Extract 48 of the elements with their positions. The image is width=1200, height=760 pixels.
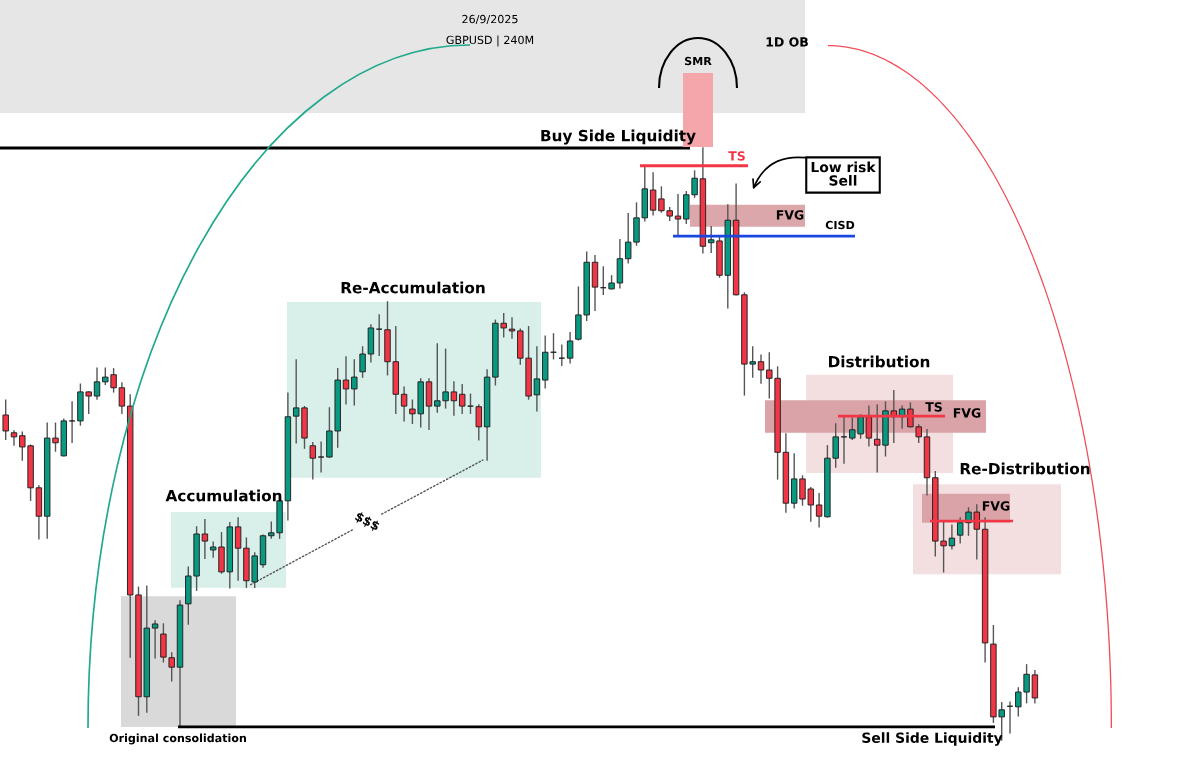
- band-label: Re-Accumulation: [341, 281, 485, 294]
- candlestick: [508, 317, 516, 339]
- candlestick: [458, 384, 466, 414]
- band-label: FVG: [982, 501, 1010, 511]
- candlestick: [948, 524, 956, 550]
- candlestick: [359, 346, 366, 378]
- candlestick: [234, 517, 242, 581]
- candlestick: [815, 493, 823, 528]
- ref-line-label: CISD: [825, 220, 855, 230]
- candlestick: [2, 399, 9, 440]
- candlestick: [1031, 670, 1039, 704]
- candlestick: [93, 367, 101, 400]
- candlestick: [309, 442, 317, 480]
- candlestick: [649, 172, 657, 216]
- band-label: Original consolidation: [109, 733, 246, 745]
- candlestick: [840, 416, 848, 464]
- annotation: Low risk Sell: [811, 161, 876, 186]
- annotation: $$$: [353, 510, 381, 533]
- candlestick: [10, 430, 18, 446]
- candlestick: [566, 332, 574, 364]
- band-label: Distribution: [829, 355, 930, 368]
- candlestick: [400, 386, 408, 422]
- band-label: FVG: [776, 210, 804, 220]
- band-label: 1D OB: [766, 37, 808, 47]
- candlestick: [151, 620, 159, 659]
- ref-line-label: Buy Side Liquidity: [541, 129, 696, 145]
- candlestick: [317, 441, 325, 473]
- candlestick: [450, 381, 458, 416]
- band-label: Re-Distribution: [960, 462, 1090, 475]
- candlestick: [475, 404, 483, 441]
- ref-line-label: TS: [925, 402, 942, 412]
- band-label: FVG: [953, 408, 981, 418]
- text: GBPUSD | 240M: [446, 35, 534, 47]
- candlestick: [533, 346, 541, 412]
- candlestick: [674, 194, 682, 237]
- candlestick: [467, 393, 474, 414]
- band-label: Accumulation: [165, 489, 282, 502]
- candlestick: [757, 354, 765, 384]
- candlestick: [342, 356, 350, 405]
- text: 26/9/2025: [462, 14, 518, 25]
- ref-line-label: TS: [728, 151, 745, 161]
- text: SMR: [684, 56, 712, 66]
- candlestick: [351, 359, 358, 406]
- candlestick: [375, 314, 383, 356]
- candlestick: [118, 382, 126, 414]
- ref-line-label: Sell Side Liquidity: [862, 732, 1003, 746]
- candlestick: [201, 519, 209, 559]
- candlestick: [68, 401, 76, 443]
